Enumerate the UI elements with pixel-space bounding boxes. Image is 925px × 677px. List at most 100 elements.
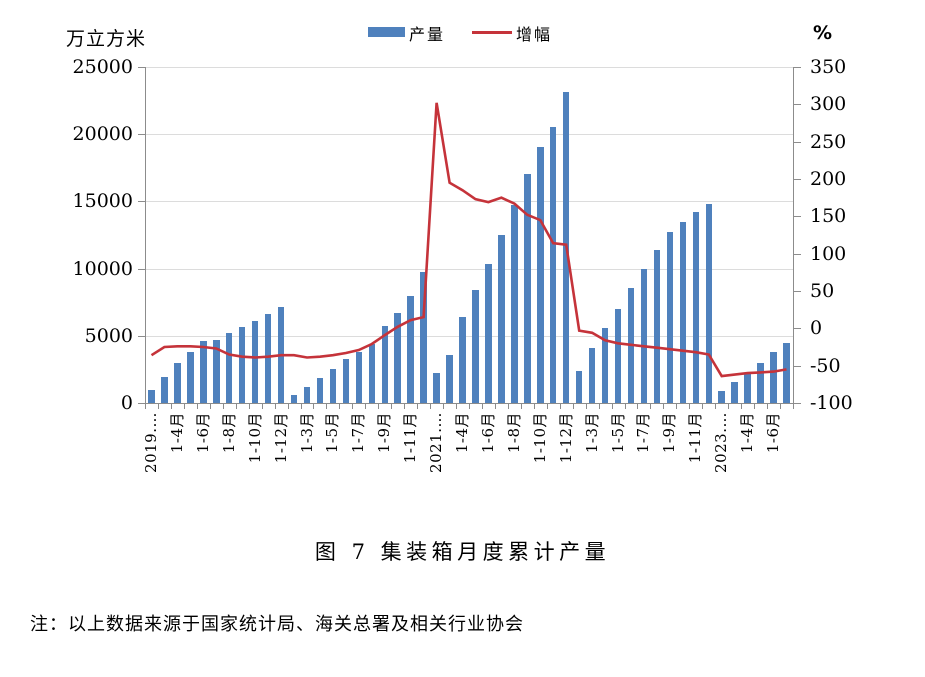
legend-bar-swatch-icon xyxy=(368,27,405,37)
bar xyxy=(446,355,453,403)
x-axis-tick xyxy=(767,404,769,409)
x-axis-tick xyxy=(287,404,289,409)
x-axis-label: 1-10月 xyxy=(245,412,264,464)
bar xyxy=(407,296,414,403)
y-axis-label-right: 150 xyxy=(810,205,847,228)
x-axis-tick xyxy=(443,404,445,409)
x-axis-tick xyxy=(326,404,328,409)
x-axis-label: 1-4月 xyxy=(453,412,472,454)
bar xyxy=(316,378,324,403)
bar xyxy=(731,381,738,403)
x-axis-label: 1-6月 xyxy=(764,412,783,454)
x-axis-tick xyxy=(352,404,354,409)
x-axis-tick xyxy=(780,404,782,409)
x-axis-tick xyxy=(481,404,483,409)
legend-label-production: 产量 xyxy=(409,25,446,44)
x-axis-label: 1-12月 xyxy=(271,412,290,464)
right-axis-tick xyxy=(794,104,801,106)
bar xyxy=(251,321,259,403)
x-axis-tick xyxy=(520,404,522,409)
x-axis-tick xyxy=(209,404,211,409)
bar xyxy=(588,347,596,403)
gridline xyxy=(145,134,793,136)
right-axis-line xyxy=(793,67,794,404)
x-axis-tick xyxy=(572,404,574,409)
x-axis-tick xyxy=(430,404,432,409)
y-axis-label-left: 20000 xyxy=(72,123,133,146)
x-axis-tick xyxy=(611,404,613,409)
gridline xyxy=(145,67,793,68)
bar xyxy=(511,204,518,403)
left-axis-tick xyxy=(138,67,145,68)
x-axis-tick xyxy=(378,404,380,409)
x-axis-label: 1-5月 xyxy=(608,412,627,454)
source-note: 注：以上数据来源于国家统计局、海关总署及相关行业协会 xyxy=(30,614,524,635)
x-axis-tick xyxy=(235,404,237,409)
bar xyxy=(601,328,609,403)
bar xyxy=(666,232,674,403)
bar xyxy=(290,395,298,403)
x-axis-tick xyxy=(145,404,146,409)
y-axis-label-right: 0 xyxy=(810,317,823,340)
bar xyxy=(148,389,155,403)
bar xyxy=(225,332,233,403)
x-axis-tick xyxy=(637,404,639,409)
bar xyxy=(640,269,648,403)
bar xyxy=(213,339,220,403)
bar xyxy=(718,390,725,403)
bar xyxy=(342,359,350,403)
bar xyxy=(459,317,466,403)
x-axis-label: 1-12月 xyxy=(556,412,575,464)
bar xyxy=(653,249,661,403)
left-axis-tick xyxy=(138,201,145,203)
y-axis-label-right: 200 xyxy=(810,168,847,190)
y-axis-label-right: -100 xyxy=(810,392,853,414)
bar xyxy=(627,288,635,403)
x-axis-tick xyxy=(533,404,535,409)
x-axis-label: 1-9月 xyxy=(375,412,394,454)
bar xyxy=(161,377,168,403)
x-axis-tick xyxy=(689,404,691,409)
bar xyxy=(692,212,700,403)
x-axis-tick xyxy=(559,404,561,409)
bar xyxy=(368,343,376,403)
bar xyxy=(187,351,194,403)
bar xyxy=(770,351,777,403)
bar xyxy=(472,289,479,403)
x-axis-label: 1-6月 xyxy=(193,412,212,454)
x-axis-label: 1-4月 xyxy=(738,412,757,454)
right-axis-tick xyxy=(794,328,801,330)
y-axis-label-right: 300 xyxy=(810,93,847,116)
x-axis-tick xyxy=(676,404,678,409)
bar xyxy=(355,352,363,403)
legend-label-growth: 增幅 xyxy=(516,25,553,44)
right-axis-unit-label: % xyxy=(813,22,833,44)
bar xyxy=(575,371,583,403)
x-axis-tick xyxy=(754,404,756,409)
bar xyxy=(329,368,337,403)
y-axis-label-right: 100 xyxy=(810,242,847,265)
left-axis-tick xyxy=(138,268,145,270)
x-axis-label: 1-3月 xyxy=(582,412,601,454)
y-axis-label-left: 15000 xyxy=(72,190,133,213)
y-axis-label-left: 25000 xyxy=(72,56,133,78)
y-axis-label-right: 50 xyxy=(810,280,835,302)
x-axis-tick xyxy=(261,404,263,409)
bar xyxy=(783,342,790,403)
bar xyxy=(277,306,285,403)
x-axis-tick xyxy=(313,404,315,409)
x-axis-label: 1-7月 xyxy=(634,412,653,454)
x-axis-tick xyxy=(715,404,717,409)
x-axis-label: 1-9月 xyxy=(660,412,679,454)
bar xyxy=(614,309,622,403)
x-axis-label: 2023.… xyxy=(712,412,731,473)
bar xyxy=(705,204,712,403)
bar xyxy=(524,173,531,403)
right-axis-tick xyxy=(794,179,801,180)
bar xyxy=(757,362,764,403)
y-axis-label-left: 0 xyxy=(120,392,133,414)
bar xyxy=(679,222,687,403)
x-axis-tick xyxy=(248,404,250,409)
x-axis-tick xyxy=(339,404,341,409)
